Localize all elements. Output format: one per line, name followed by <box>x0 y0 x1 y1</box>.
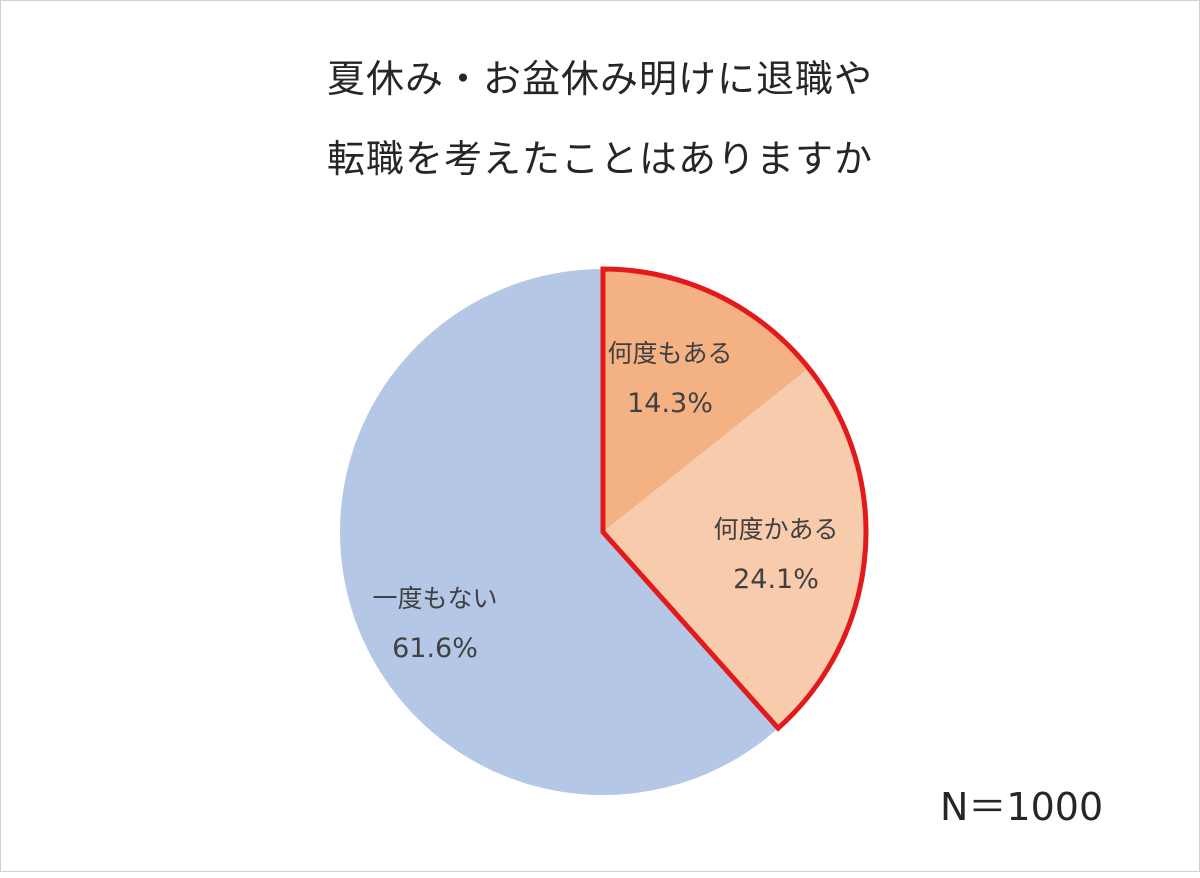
chart-title-line-1: 夏休み・お盆休み明けに退職や <box>326 57 873 101</box>
slice-several-times <box>603 368 866 729</box>
slice-never-value: 61.6% <box>392 633 478 664</box>
slice-several-times-value: 24.1% <box>733 564 819 595</box>
chart-title-line-2: 転職を考えたことはありますか <box>326 137 873 181</box>
slice-many-times-label: 何度もある <box>607 339 732 368</box>
slice-many-times-value: 14.3% <box>627 388 713 419</box>
highlight-outline <box>600 266 869 732</box>
slice-never <box>339 269 779 795</box>
slice-several-times-label: 何度かある <box>713 515 838 544</box>
slice-never-label: 一度もない <box>372 584 497 613</box>
slice-many-times <box>603 269 809 532</box>
sample-size-note: N＝1000 <box>940 785 1104 829</box>
